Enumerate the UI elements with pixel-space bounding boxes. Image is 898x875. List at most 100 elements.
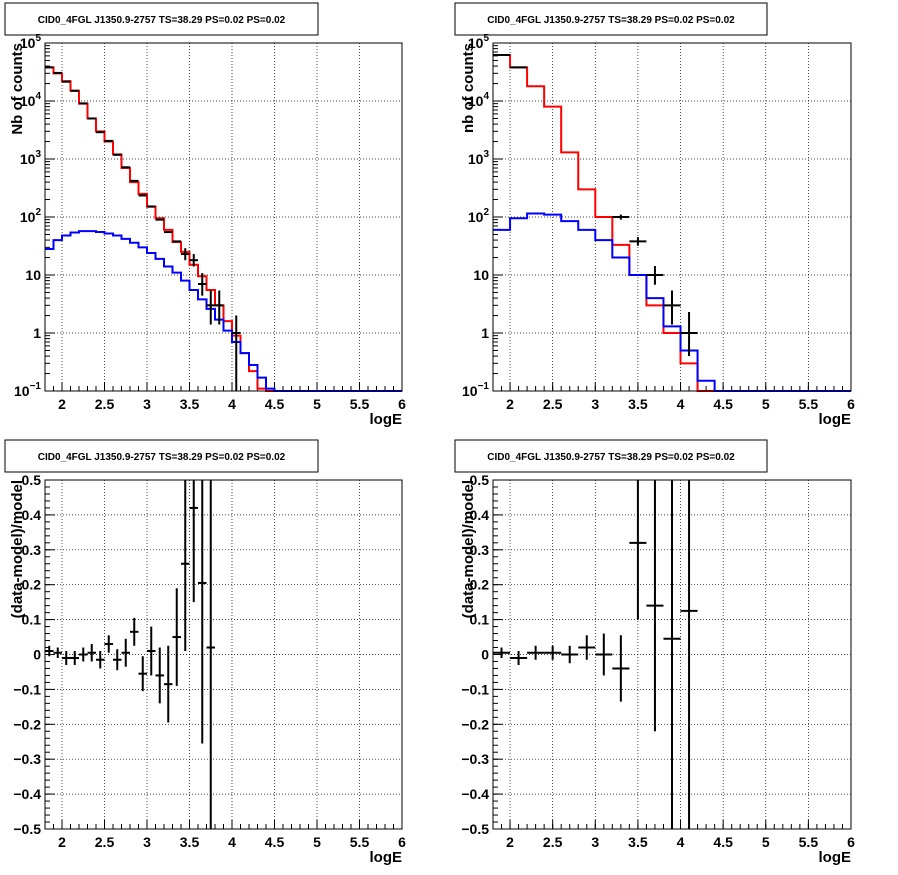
y-tick-label: 105	[20, 33, 42, 51]
x-tick-label: 4.5	[713, 396, 733, 412]
y-tick-label: −0.1	[13, 681, 41, 697]
data-point	[147, 626, 156, 676]
data-point	[96, 651, 105, 669]
y-tick-label: −0.4	[461, 786, 489, 802]
chart-title-box	[4, 439, 319, 473]
y-tick-label: 0	[481, 647, 489, 663]
data-point	[198, 273, 207, 296]
plot-frame	[492, 42, 852, 392]
x-tick-label: 2.5	[543, 834, 563, 850]
x-tick-label: 6	[847, 834, 855, 850]
y-tick-label: 10	[25, 267, 41, 283]
y-tick-label: 104	[468, 91, 490, 109]
data-point	[612, 635, 630, 702]
x-tick-label: 2	[506, 834, 514, 850]
x-tick-label: 4	[228, 834, 236, 850]
x-tick-label: 3	[143, 834, 151, 850]
x-tick-label: 6	[847, 396, 855, 412]
y-tick-label: 0.5	[22, 472, 42, 488]
data-point	[53, 647, 62, 658]
data-point	[680, 480, 698, 829]
x-tick-label: 5.5	[799, 834, 819, 850]
x-axis-label: logE	[819, 411, 852, 428]
data-point	[646, 265, 664, 285]
data-point	[104, 635, 113, 653]
data-point	[164, 645, 173, 723]
y-tick-label: −0.4	[13, 786, 41, 802]
data-point	[206, 480, 215, 829]
data-point	[561, 645, 579, 664]
x-tick-label: 3.5	[628, 834, 648, 850]
x-tick-label: 3.5	[180, 834, 200, 850]
x-tick-label: 4.5	[265, 834, 285, 850]
data-point	[629, 480, 647, 620]
y-tick-label: 0.3	[22, 542, 42, 558]
x-tick-label: 5.5	[350, 834, 370, 850]
data-point	[155, 647, 164, 704]
x-tick-label: 3	[143, 396, 151, 412]
plot-frame	[44, 479, 403, 830]
y-tick-label: −0.2	[13, 716, 41, 732]
y-tick-label: 103	[468, 149, 490, 167]
data-point	[198, 480, 207, 744]
y-tick-label: −0.3	[461, 751, 489, 767]
x-tick-label: 6	[398, 396, 406, 412]
x-axis-label: logE	[370, 411, 403, 428]
chart-title: CID0_4FGL J1350.9-2757 TS=38.29 PS=0.02 …	[487, 15, 735, 26]
y-tick-label: 10−1	[462, 381, 489, 399]
x-tick-label: 2.5	[543, 396, 563, 412]
data-point	[663, 480, 681, 829]
x-tick-label: 4	[228, 396, 236, 412]
model-total-histogram	[493, 54, 851, 392]
y-tick-label: 102	[20, 207, 42, 225]
y-tick-label: −0.5	[13, 821, 41, 837]
y-tick-label: 0.4	[470, 507, 490, 523]
data-point	[215, 290, 224, 325]
model-total-histogram	[45, 66, 402, 392]
x-tick-label: 3.5	[180, 396, 200, 412]
data-point	[45, 645, 54, 657]
y-tick-label: 102	[468, 207, 490, 225]
data-point	[189, 254, 198, 267]
y-axis-label: (data-model)/model	[9, 480, 26, 618]
y-axis-label: nb of counts	[460, 43, 477, 133]
x-tick-label: 2	[58, 396, 66, 412]
plot-frame	[492, 479, 852, 830]
x-tick-label: 2	[506, 396, 514, 412]
x-tick-label: 4.5	[713, 834, 733, 850]
x-tick-label: 5.5	[799, 396, 819, 412]
y-axis-label: (data-model)/model	[460, 480, 477, 618]
data-point	[680, 312, 698, 357]
chart-title: CID0_4FGL J1350.9-2757 TS=38.29 PS=0.02 …	[38, 15, 286, 26]
data-point	[189, 480, 198, 603]
data-point	[493, 647, 511, 658]
data-point	[629, 237, 647, 246]
x-axis-label: logE	[819, 849, 852, 866]
y-tick-label: −0.2	[461, 716, 489, 732]
panel-top-left: CID0_4FGL J1350.9-2757 TS=38.29 PS=0.02 …	[4, 2, 406, 428]
x-tick-label: 6	[398, 834, 406, 850]
data-point	[70, 651, 79, 665]
x-tick-label: 2.5	[95, 396, 115, 412]
data-point	[544, 645, 562, 660]
chart-title: CID0_4FGL J1350.9-2757 TS=38.29 PS=0.02 …	[487, 452, 735, 463]
data-point	[79, 647, 88, 662]
data-point	[130, 617, 139, 646]
x-tick-label: 4	[677, 396, 685, 412]
x-tick-label: 3	[591, 396, 599, 412]
x-tick-label: 3	[591, 834, 599, 850]
data-point	[87, 644, 96, 662]
x-tick-label: 5.5	[350, 396, 370, 412]
y-tick-label: 103	[20, 149, 42, 167]
y-tick-label: 10	[473, 267, 489, 283]
y-axis-label: Nb of counts	[9, 43, 26, 135]
y-tick-label: 10−1	[14, 381, 41, 399]
data-point	[62, 651, 71, 665]
y-tick-label: 0.5	[470, 472, 490, 488]
data-point	[578, 635, 596, 660]
y-tick-label: 0.1	[470, 612, 490, 628]
data-point	[113, 649, 122, 671]
x-tick-label: 4.5	[265, 396, 285, 412]
data-point	[595, 633, 613, 676]
